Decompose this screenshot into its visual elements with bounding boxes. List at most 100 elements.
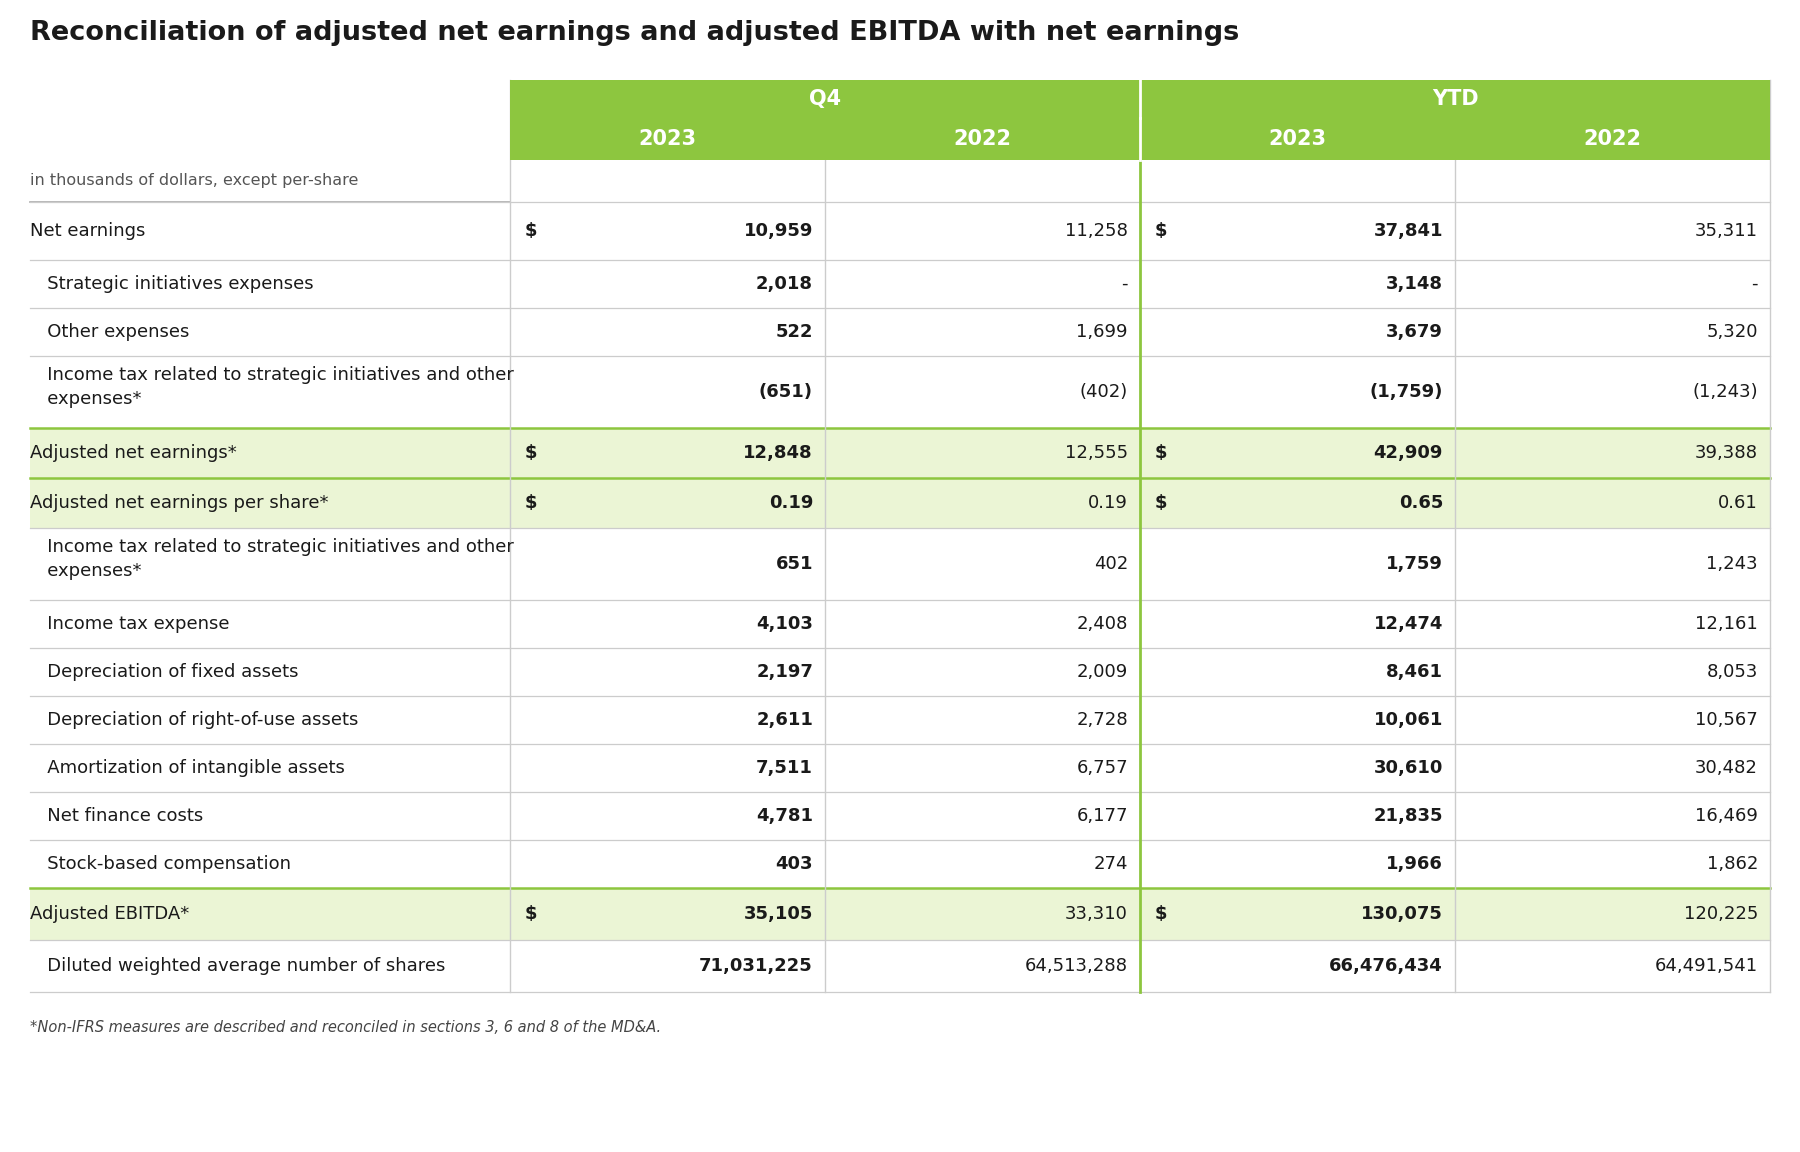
Bar: [1139, 118, 1454, 160]
Text: 12,848: 12,848: [743, 444, 814, 462]
Bar: [31, 840, 1769, 888]
Text: 64,491,541: 64,491,541: [1654, 957, 1759, 975]
Bar: [31, 528, 1769, 600]
Text: 402: 402: [1094, 555, 1129, 573]
Text: 403: 403: [776, 855, 814, 873]
Text: 120,225: 120,225: [1683, 905, 1759, 923]
Text: 7,511: 7,511: [756, 759, 814, 776]
Text: Other expenses: Other expenses: [31, 323, 189, 341]
Text: 651: 651: [776, 555, 814, 573]
Text: Depreciation of fixed assets: Depreciation of fixed assets: [31, 664, 299, 681]
Text: 10,061: 10,061: [1373, 711, 1444, 729]
Bar: [1454, 118, 1769, 160]
Text: 39,388: 39,388: [1696, 444, 1759, 462]
Text: (651): (651): [760, 382, 814, 401]
Text: Q4: Q4: [808, 89, 841, 109]
Text: Income tax related to strategic initiatives and other
   expenses*: Income tax related to strategic initiati…: [31, 538, 513, 579]
Text: 0.61: 0.61: [1719, 494, 1759, 511]
Text: 0.65: 0.65: [1399, 494, 1444, 511]
Text: Income tax related to strategic initiatives and other
   expenses*: Income tax related to strategic initiati…: [31, 366, 513, 408]
Text: 64,513,288: 64,513,288: [1024, 957, 1129, 975]
Text: 3,679: 3,679: [1386, 323, 1444, 341]
Text: 4,781: 4,781: [756, 808, 814, 825]
Text: 2,197: 2,197: [756, 664, 814, 681]
Bar: [509, 79, 1139, 118]
Text: 4,103: 4,103: [756, 615, 814, 632]
Text: $: $: [1156, 222, 1168, 240]
Bar: [31, 888, 1769, 940]
Text: 16,469: 16,469: [1696, 808, 1759, 825]
Text: Reconciliation of adjusted net earnings and adjusted EBITDA with net earnings: Reconciliation of adjusted net earnings …: [31, 20, 1238, 46]
Text: Net finance costs: Net finance costs: [31, 808, 203, 825]
Text: 5,320: 5,320: [1706, 323, 1759, 341]
Text: Diluted weighted average number of shares: Diluted weighted average number of share…: [31, 957, 445, 975]
Bar: [31, 647, 1769, 696]
Text: 2,611: 2,611: [756, 711, 814, 729]
Text: 71,031,225: 71,031,225: [698, 957, 814, 975]
Text: 30,482: 30,482: [1696, 759, 1759, 776]
Text: Depreciation of right-of-use assets: Depreciation of right-of-use assets: [31, 711, 358, 729]
Text: 12,161: 12,161: [1696, 615, 1759, 632]
Text: -: -: [1751, 275, 1759, 293]
Text: 2,408: 2,408: [1076, 615, 1129, 632]
Bar: [31, 202, 1769, 260]
Text: 2,018: 2,018: [756, 275, 814, 293]
Text: 1,243: 1,243: [1706, 555, 1759, 573]
Bar: [31, 600, 1769, 647]
Text: 30,610: 30,610: [1373, 759, 1444, 776]
Text: 2022: 2022: [1582, 129, 1642, 149]
Text: 8,053: 8,053: [1706, 664, 1759, 681]
Bar: [824, 118, 1139, 160]
Text: -: -: [1121, 275, 1129, 293]
Text: 2022: 2022: [952, 129, 1012, 149]
Text: 42,909: 42,909: [1373, 444, 1444, 462]
Text: 11,258: 11,258: [1066, 222, 1129, 240]
Text: 66,476,434: 66,476,434: [1328, 957, 1444, 975]
Text: 130,075: 130,075: [1361, 905, 1444, 923]
Text: 33,310: 33,310: [1066, 905, 1129, 923]
Text: 2,009: 2,009: [1076, 664, 1129, 681]
Text: Strategic initiatives expenses: Strategic initiatives expenses: [31, 275, 313, 293]
Text: 8,461: 8,461: [1386, 664, 1444, 681]
Text: 2023: 2023: [1267, 129, 1327, 149]
Bar: [31, 429, 1769, 478]
Bar: [31, 356, 1769, 429]
Text: $: $: [1156, 905, 1168, 923]
Text: in thousands of dollars, except per-share: in thousands of dollars, except per-shar…: [31, 174, 358, 189]
Text: 10,567: 10,567: [1696, 711, 1759, 729]
Text: 522: 522: [776, 323, 814, 341]
Bar: [509, 118, 824, 160]
Text: *Non-IFRS measures are described and reconciled in sections 3, 6 and 8 of the MD: *Non-IFRS measures are described and rec…: [31, 1020, 661, 1034]
Text: 37,841: 37,841: [1373, 222, 1444, 240]
Text: 6,757: 6,757: [1076, 759, 1129, 776]
Text: Net earnings: Net earnings: [31, 222, 146, 240]
Text: 3,148: 3,148: [1386, 275, 1444, 293]
Text: 10,959: 10,959: [743, 222, 814, 240]
Bar: [31, 260, 1769, 308]
Text: $: $: [526, 444, 538, 462]
Bar: [31, 744, 1769, 793]
Text: $: $: [526, 222, 538, 240]
Text: 1,862: 1,862: [1706, 855, 1759, 873]
Text: 6,177: 6,177: [1076, 808, 1129, 825]
Text: 21,835: 21,835: [1373, 808, 1444, 825]
Bar: [31, 793, 1769, 840]
Text: (1,243): (1,243): [1692, 382, 1759, 401]
Text: 35,105: 35,105: [743, 905, 814, 923]
Text: 0.19: 0.19: [1089, 494, 1129, 511]
Text: 1,966: 1,966: [1386, 855, 1444, 873]
Bar: [1139, 79, 1769, 118]
Text: 2,728: 2,728: [1076, 711, 1129, 729]
Bar: [31, 696, 1769, 744]
Text: YTD: YTD: [1431, 89, 1478, 109]
Text: 12,555: 12,555: [1066, 444, 1129, 462]
Text: $: $: [1156, 444, 1168, 462]
Text: 1,699: 1,699: [1076, 323, 1129, 341]
Text: Amortization of intangible assets: Amortization of intangible assets: [31, 759, 346, 776]
Text: Adjusted net earnings per share*: Adjusted net earnings per share*: [31, 494, 328, 511]
Text: Stock-based compensation: Stock-based compensation: [31, 855, 292, 873]
Text: 1,759: 1,759: [1386, 555, 1444, 573]
Text: Adjusted net earnings*: Adjusted net earnings*: [31, 444, 238, 462]
Text: Income tax expense: Income tax expense: [31, 615, 230, 632]
Bar: [31, 478, 1769, 528]
